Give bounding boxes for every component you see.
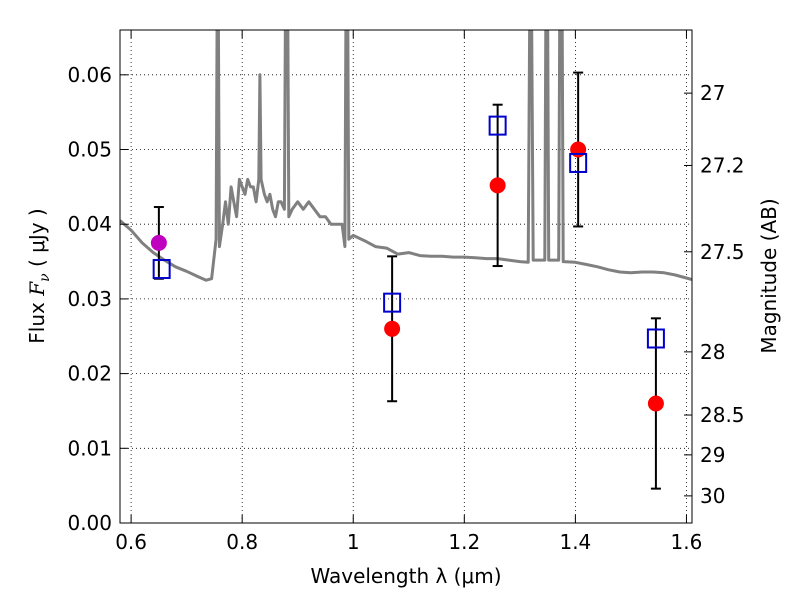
y2-axis-label: Magnitude (AB) xyxy=(757,198,781,353)
x-tick-label: 1.4 xyxy=(559,530,591,554)
y-label-symbol: F xyxy=(25,281,49,297)
observed-point xyxy=(489,177,506,194)
observed-point xyxy=(384,320,401,337)
x-tick-label: 1.6 xyxy=(671,530,703,554)
y-axis-label: Flux Fν ( μJy ) xyxy=(25,208,53,343)
observed-point xyxy=(647,395,664,412)
y2-tick-label: 29 xyxy=(700,443,725,467)
y2-tick-label: 27.2 xyxy=(700,153,745,177)
observed-point xyxy=(570,141,587,158)
y-tick-label: 0.02 xyxy=(67,362,112,386)
x-tick-label: 1.2 xyxy=(448,530,480,554)
axis-ticks xyxy=(120,30,692,524)
sed-model-line xyxy=(120,30,692,282)
y2-tick-label: 30 xyxy=(700,484,725,508)
y-label-suffix: ( μJy ) xyxy=(25,208,49,273)
y2-tick-label: 28.5 xyxy=(700,403,745,427)
x-tick-label: 0.8 xyxy=(226,530,258,554)
x-axis-label: Wavelength λ (μm) xyxy=(310,564,501,588)
y-tick-label: 0.01 xyxy=(67,436,112,460)
x-tick-label: 0.6 xyxy=(115,530,147,554)
y-tick-label: 0.05 xyxy=(67,138,112,162)
grid-lines xyxy=(120,30,692,524)
y-tick-label: 0.04 xyxy=(67,212,112,236)
observed-point xyxy=(150,234,167,251)
observed-points xyxy=(150,141,664,412)
y-tick-label: 0.00 xyxy=(67,511,112,535)
error-bars xyxy=(153,71,661,490)
x-tick-label: 1 xyxy=(347,530,360,554)
y2-tick-label: 28 xyxy=(700,340,725,364)
y2-tick-labels: 27 27.2 27.5 28 28.5 29 30 xyxy=(700,81,745,508)
y-tick-labels: 0.00 0.01 0.02 0.03 0.04 0.05 0.06 xyxy=(67,63,112,535)
model-point xyxy=(383,292,402,313)
y-tick-label: 0.03 xyxy=(67,287,112,311)
model-point xyxy=(152,259,171,280)
x-tick-labels: 0.6 0.8 1 1.2 1.4 1.6 xyxy=(115,530,702,554)
y-label-subscript: ν xyxy=(37,273,53,282)
y2-tick-label: 27.5 xyxy=(700,240,745,264)
y-tick-label: 0.06 xyxy=(67,63,112,87)
y-label-prefix: Flux xyxy=(25,296,49,344)
model-points xyxy=(152,115,665,349)
model-point xyxy=(569,152,588,173)
sed-model-path xyxy=(120,30,692,282)
model-point xyxy=(646,328,665,349)
y2-tick-label: 27 xyxy=(700,81,725,105)
model-point xyxy=(488,115,507,136)
plot-frame xyxy=(119,29,693,524)
